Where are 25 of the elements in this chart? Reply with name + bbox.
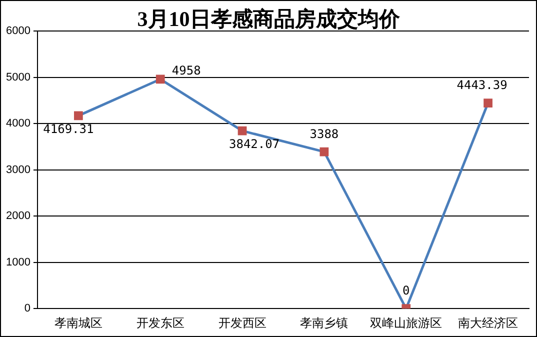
y-tick-label: 1000 (6, 256, 30, 268)
x-tick-label: 孝南城区 (54, 316, 102, 330)
y-tick-label: 3000 (6, 164, 30, 176)
point (156, 74, 165, 84)
point (484, 98, 492, 108)
data-label: 4443.39 (456, 78, 508, 92)
data-label: 0 (402, 284, 410, 298)
chart-title: 3月10日孝感商品房成交均价 (137, 7, 400, 31)
point (238, 126, 247, 136)
data-label: 4169.31 (43, 122, 94, 136)
y-tick-label: 2000 (6, 210, 30, 222)
y-tick-label: 6000 (6, 25, 30, 38)
x-tick-label: 开发东区 (136, 316, 184, 330)
x-tick-label: 双峰山旅游区 (370, 316, 442, 330)
y-tick-label: 5000 (6, 71, 30, 84)
data-label: 3388 (310, 126, 339, 141)
y-tick-label: 4000 (6, 118, 30, 130)
y-tick-label: 0 (24, 302, 30, 315)
point (320, 147, 329, 156)
data-label: 3842.07 (228, 136, 280, 151)
x-tick-label: 开发西区 (218, 316, 266, 330)
point (74, 111, 83, 120)
x-tick-label: 南大经济区 (458, 316, 518, 330)
data-label: 4958 (172, 63, 201, 78)
x-tick-label: 孝南乡镇 (300, 316, 348, 330)
